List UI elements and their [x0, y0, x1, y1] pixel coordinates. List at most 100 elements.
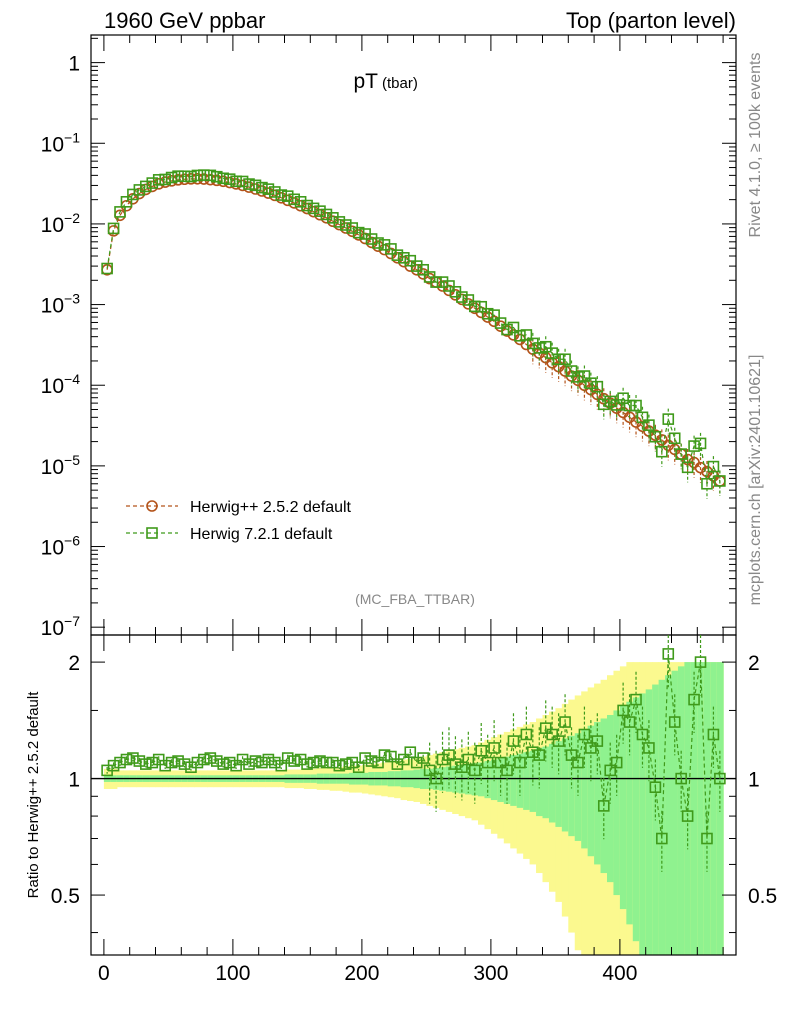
- ratio-data-point-1: [230, 759, 242, 772]
- data-point-1: [352, 226, 365, 239]
- data-point-1: [159, 173, 171, 186]
- x-tick-label: 400: [602, 962, 637, 985]
- data-point-1: [714, 475, 726, 487]
- ratio-band-green: [703, 662, 711, 955]
- ratio-series-group: [101, 635, 726, 872]
- data-point-1: [604, 395, 617, 408]
- ratio-band-green: [632, 697, 640, 942]
- y-tick-label-base: 10: [41, 456, 64, 479]
- y-tick-label-exponent: −1: [64, 129, 80, 145]
- ratio-data-point-1: [572, 756, 584, 769]
- ratio-data-point-1: [656, 832, 668, 845]
- ratio-data-point-1: [404, 746, 417, 758]
- y-tick-label: 1: [68, 53, 80, 76]
- y-tick-label-base: 10: [41, 133, 64, 156]
- ratio-data-point-1: [701, 832, 713, 845]
- ratio-band-green: [523, 752, 531, 810]
- ratio-data-point-1: [327, 756, 339, 769]
- y-tick-label-base: 10: [41, 295, 64, 318]
- ratio-data-point-1: [617, 704, 629, 717]
- data-point-1: [378, 239, 391, 251]
- ratio-data-point-1: [378, 749, 391, 761]
- ratio-data-point-1: [365, 755, 378, 767]
- ratio-data-point-1: [262, 753, 275, 766]
- x-tick-label: 0: [98, 962, 110, 985]
- ratio-data-point-1: [468, 764, 481, 777]
- data-point-1: [236, 175, 249, 188]
- y-tick-label: 10−5: [41, 452, 81, 479]
- y-tick-label-base: 10: [41, 375, 64, 398]
- data-point-1: [204, 169, 217, 182]
- ratio-data-point-1: [417, 752, 429, 764]
- ratio-data-point-1: [172, 755, 184, 767]
- chart-title-sub: (tbar): [382, 75, 418, 92]
- ratio-data-point-1: [591, 735, 604, 747]
- ratio-data-point-1: [275, 759, 288, 772]
- ratio-data-point-1: [694, 656, 707, 668]
- data-point-1: [307, 202, 320, 215]
- ratio-data-point-1: [475, 744, 488, 757]
- ratio-data-point-1: [514, 756, 526, 769]
- y-tick-label-exponent: −5: [64, 452, 80, 468]
- ratio-data-point-1: [520, 728, 533, 741]
- ratio-data-point-1: [688, 693, 700, 706]
- ratio-band-green: [581, 729, 589, 849]
- main-frame: [90, 34, 737, 636]
- ratio-y-axis: 0.5 0.5 1 1 2 2: [51, 652, 777, 934]
- data-point-1: [398, 252, 410, 264]
- data-point-1: [333, 216, 346, 228]
- ratio-band-green: [619, 706, 627, 910]
- data-point-1: [185, 170, 197, 183]
- ratio-data-point-1: [159, 759, 171, 772]
- y-tick-label: 10−2: [41, 210, 81, 237]
- ratio-band-green: [561, 738, 569, 832]
- ratio-band-green: [645, 689, 653, 955]
- ratio-band-green: [665, 675, 673, 955]
- data-point-1: [275, 189, 288, 201]
- legend: Herwig++ 2.5.2 default Herwig 7.2.1 defau…: [126, 499, 352, 543]
- ratio-data-point-1: [146, 756, 159, 769]
- ratio-band-green: [568, 735, 576, 837]
- ratio-data-point-1: [127, 752, 139, 764]
- data-point-1: [140, 180, 152, 193]
- ratio-data-point-1: [314, 755, 326, 767]
- x-tick-label: 200: [344, 962, 379, 985]
- data-point-1: [552, 353, 565, 366]
- data-point-1: [178, 170, 191, 183]
- y-tick-label-base: 10: [41, 214, 64, 237]
- ratio-data-point-1: [178, 758, 191, 770]
- ratio-band-green: [690, 662, 698, 955]
- ratio-data-point-1: [372, 756, 384, 769]
- data-point-1: [468, 300, 481, 313]
- y-tick-label: 10−6: [41, 533, 81, 560]
- ratio-data-point-1: [649, 781, 662, 794]
- legend-marker: [146, 500, 158, 512]
- data-point-1: [578, 370, 591, 382]
- data-point-1: [520, 329, 533, 341]
- x-tick-label: 300: [473, 962, 508, 985]
- data-point-1: [501, 323, 513, 336]
- legend-label: Herwig 7.2.1 default: [190, 526, 333, 543]
- ratio-data-point-1: [662, 648, 675, 660]
- ratio-y-tick-label-right: 1: [748, 769, 760, 792]
- legend-label: Herwig++ 2.5.2 default: [190, 499, 352, 516]
- data-point-1: [546, 347, 558, 359]
- data-point-1: [533, 342, 546, 354]
- ratio-band-green: [594, 722, 602, 865]
- data-point-1: [443, 280, 455, 292]
- data-point-1: [120, 196, 133, 208]
- data-point-1: [385, 243, 397, 255]
- data-point-1: [314, 205, 326, 217]
- ratio-data-point-1: [223, 756, 236, 769]
- ratio-band-green: [710, 662, 718, 955]
- ratio-data-point-1: [204, 752, 217, 764]
- ratio-band-green: [510, 755, 518, 806]
- ratio-x-axis: 0 100 200 300 400: [98, 635, 724, 985]
- y-tick-label-base: 10: [41, 617, 64, 640]
- y-tick-label-base: 10: [41, 537, 64, 560]
- ratio-data-point-1: [385, 750, 397, 763]
- main-x-ticks: [103, 35, 724, 635]
- ratio-data-point-1: [320, 756, 333, 769]
- y-tick-label: 10−7: [41, 613, 81, 640]
